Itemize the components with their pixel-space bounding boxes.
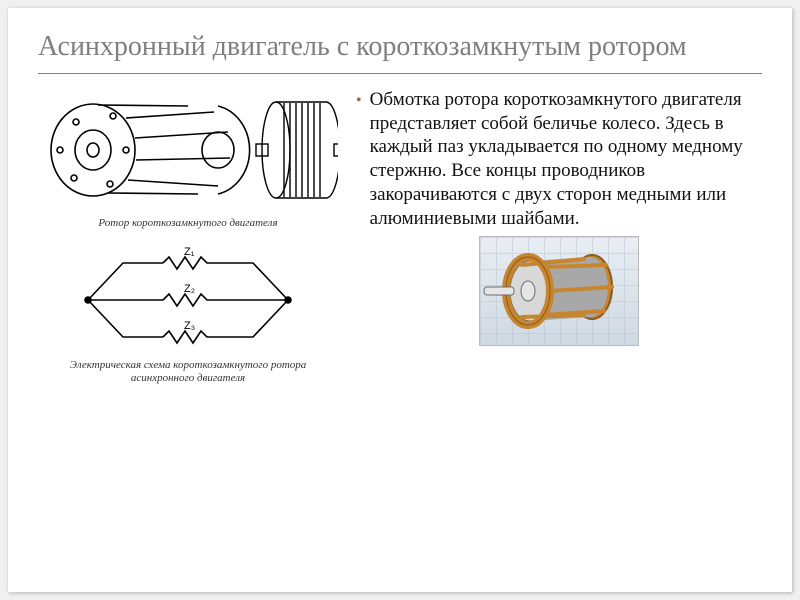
bullet-icon: • bbox=[356, 91, 362, 231]
figure-3d-render bbox=[479, 236, 639, 346]
bullet-text: Обмотка ротора короткозамкнутого двигате… bbox=[370, 88, 762, 231]
schematic-svg: Z₁ Z₂ Z₃ bbox=[68, 245, 308, 355]
slide-title: Асинхронный двигатель с короткозамкнутым… bbox=[38, 32, 762, 63]
z-label-2: Z₂ bbox=[184, 283, 195, 295]
render-svg bbox=[480, 237, 639, 346]
content-row: Ротор короткозамкнутого двигателя bbox=[38, 88, 762, 400]
rotor-caption: Ротор короткозамкнутого двигателя bbox=[38, 217, 338, 231]
right-column: • Обмотка ротора короткозамкнутого двига… bbox=[356, 88, 762, 400]
title-underline bbox=[38, 73, 762, 74]
figure-rotor-drawing: Ротор короткозамкнутого двигателя bbox=[38, 88, 338, 231]
bullet-item: • Обмотка ротора короткозамкнутого двига… bbox=[356, 88, 762, 231]
figure-schematic: Z₁ Z₂ Z₃ Электрическая схема короткозамк… bbox=[38, 245, 338, 387]
z-label-1: Z₁ bbox=[184, 246, 195, 258]
left-column: Ротор короткозамкнутого двигателя bbox=[38, 88, 338, 400]
rotor-drawing-svg bbox=[38, 88, 338, 213]
slide: Асинхронный двигатель с короткозамкнутым… bbox=[8, 8, 792, 592]
schematic-caption: Электрическая схема короткозамкнутого ро… bbox=[38, 359, 338, 387]
z-label-3: Z₃ bbox=[184, 320, 195, 332]
